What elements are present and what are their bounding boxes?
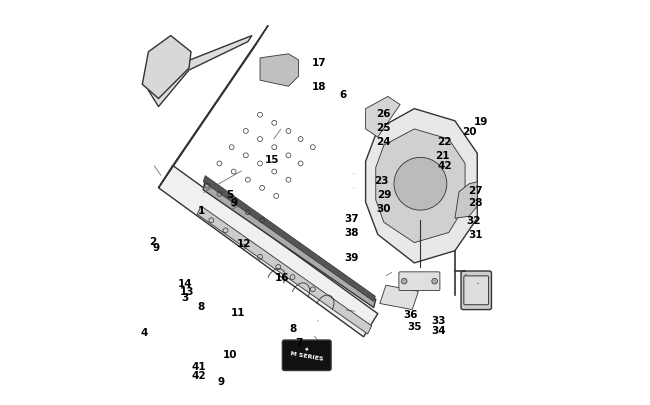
Polygon shape (197, 207, 372, 334)
Text: 25: 25 (376, 123, 391, 132)
Polygon shape (159, 166, 378, 337)
Text: 9: 9 (230, 198, 237, 207)
Text: 37: 37 (344, 214, 359, 224)
Text: 42: 42 (192, 370, 207, 379)
Polygon shape (365, 97, 400, 138)
Text: M SERIES: M SERIES (290, 350, 324, 360)
Text: 26: 26 (376, 109, 391, 118)
Text: 7: 7 (295, 337, 302, 347)
Text: 18: 18 (311, 82, 326, 92)
Polygon shape (203, 180, 376, 308)
Text: 16: 16 (275, 273, 290, 282)
Text: ✦: ✦ (304, 346, 309, 352)
Text: 38: 38 (344, 228, 359, 238)
Text: 30: 30 (376, 204, 391, 213)
Polygon shape (455, 182, 477, 219)
Text: 39: 39 (344, 252, 359, 262)
FancyBboxPatch shape (464, 276, 489, 305)
Text: 28: 28 (468, 198, 482, 207)
Polygon shape (376, 130, 465, 243)
Polygon shape (203, 176, 375, 302)
Text: 21: 21 (436, 151, 450, 161)
Text: 36: 36 (403, 309, 417, 319)
Text: 23: 23 (374, 175, 389, 185)
Text: 3: 3 (181, 293, 188, 303)
Text: 35: 35 (407, 321, 422, 331)
Text: 13: 13 (179, 287, 194, 296)
Text: 2: 2 (149, 236, 156, 246)
Polygon shape (148, 36, 252, 107)
Text: 32: 32 (466, 216, 480, 226)
Text: 15: 15 (265, 155, 280, 165)
Text: 9: 9 (218, 376, 225, 386)
Text: 8: 8 (289, 323, 296, 333)
Text: 33: 33 (432, 315, 446, 325)
Text: 20: 20 (462, 127, 476, 136)
Text: 42: 42 (437, 161, 452, 171)
Text: 19: 19 (474, 117, 489, 126)
Text: 41: 41 (192, 362, 207, 371)
Text: 6: 6 (340, 90, 347, 100)
Text: 11: 11 (231, 307, 245, 317)
Text: 22: 22 (437, 137, 452, 147)
Text: 14: 14 (177, 279, 192, 288)
Polygon shape (159, 26, 268, 188)
Text: 5: 5 (226, 190, 233, 199)
Text: 9: 9 (153, 242, 160, 252)
Polygon shape (365, 109, 477, 263)
FancyBboxPatch shape (399, 272, 440, 291)
Text: 8: 8 (198, 301, 205, 311)
Polygon shape (142, 36, 191, 99)
Text: 34: 34 (432, 325, 446, 335)
Text: 31: 31 (468, 230, 482, 240)
Polygon shape (260, 55, 298, 87)
Text: 4: 4 (140, 327, 148, 337)
Text: 24: 24 (376, 137, 391, 147)
Text: 27: 27 (468, 185, 482, 195)
Polygon shape (380, 286, 419, 310)
Circle shape (401, 279, 407, 284)
Circle shape (432, 279, 437, 284)
FancyBboxPatch shape (461, 271, 491, 310)
Text: 17: 17 (311, 58, 326, 68)
Text: 1: 1 (198, 206, 205, 215)
Text: 10: 10 (222, 350, 237, 359)
FancyBboxPatch shape (282, 340, 331, 371)
Text: 29: 29 (377, 190, 391, 199)
Text: 12: 12 (237, 238, 251, 248)
Circle shape (394, 158, 447, 211)
